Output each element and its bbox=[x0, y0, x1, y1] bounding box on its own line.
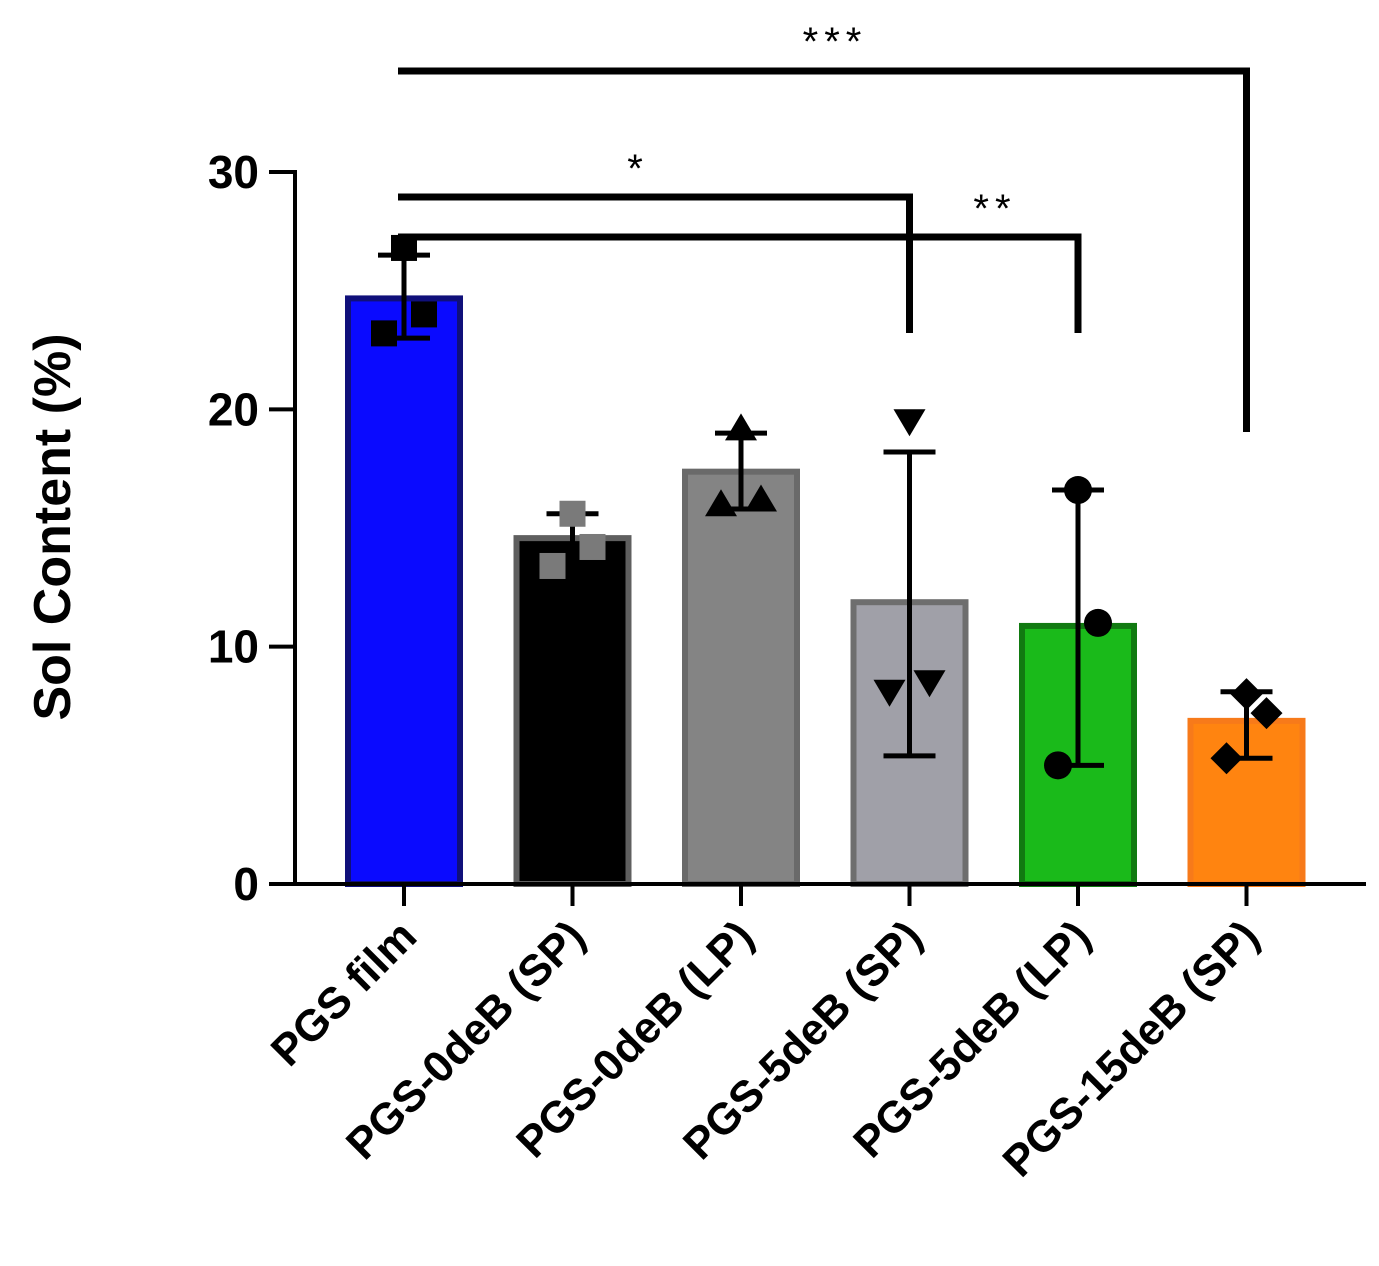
significance-bracket-2 bbox=[398, 233, 1082, 333]
data-point-5-2 bbox=[1084, 608, 1112, 637]
data-point-6-2 bbox=[1250, 697, 1283, 730]
significance-label-1: * bbox=[627, 147, 649, 191]
data-point-3-3 bbox=[705, 489, 737, 517]
data-point-4-3 bbox=[873, 679, 906, 707]
data-point-5-1 bbox=[1064, 476, 1092, 505]
data-point-5-3 bbox=[1044, 751, 1072, 780]
data-point-4-1 bbox=[893, 409, 926, 437]
significance-bracket-1 bbox=[398, 193, 913, 333]
significance-label-3: *** bbox=[803, 20, 868, 64]
significance-label-2: ** bbox=[973, 187, 1016, 231]
data-point-2-1 bbox=[559, 500, 586, 527]
significance-bracket-3 bbox=[398, 67, 1250, 432]
data-point-2-2 bbox=[579, 533, 606, 560]
data-point-3-2 bbox=[745, 484, 777, 512]
data-point-1-3 bbox=[371, 320, 397, 347]
data-point-6-1 bbox=[1230, 678, 1263, 711]
y-tick-label-0: 0 bbox=[233, 858, 259, 910]
y-tick-label-10: 10 bbox=[208, 621, 259, 673]
data-point-4-2 bbox=[913, 670, 946, 698]
x-category-label-1: PGS film bbox=[262, 911, 426, 1075]
data-point-3-1 bbox=[725, 413, 757, 441]
bar-3 bbox=[682, 468, 800, 887]
bar-1 bbox=[345, 295, 463, 887]
data-point-6-3 bbox=[1210, 742, 1243, 775]
y-tick-label-20: 20 bbox=[208, 383, 259, 435]
bar-2 bbox=[513, 535, 632, 887]
y-axis-title: Sol Content (%) bbox=[24, 333, 82, 720]
data-point-2-3 bbox=[539, 552, 566, 579]
y-tick-label-30: 30 bbox=[208, 146, 259, 198]
data-point-1-2 bbox=[411, 301, 437, 328]
